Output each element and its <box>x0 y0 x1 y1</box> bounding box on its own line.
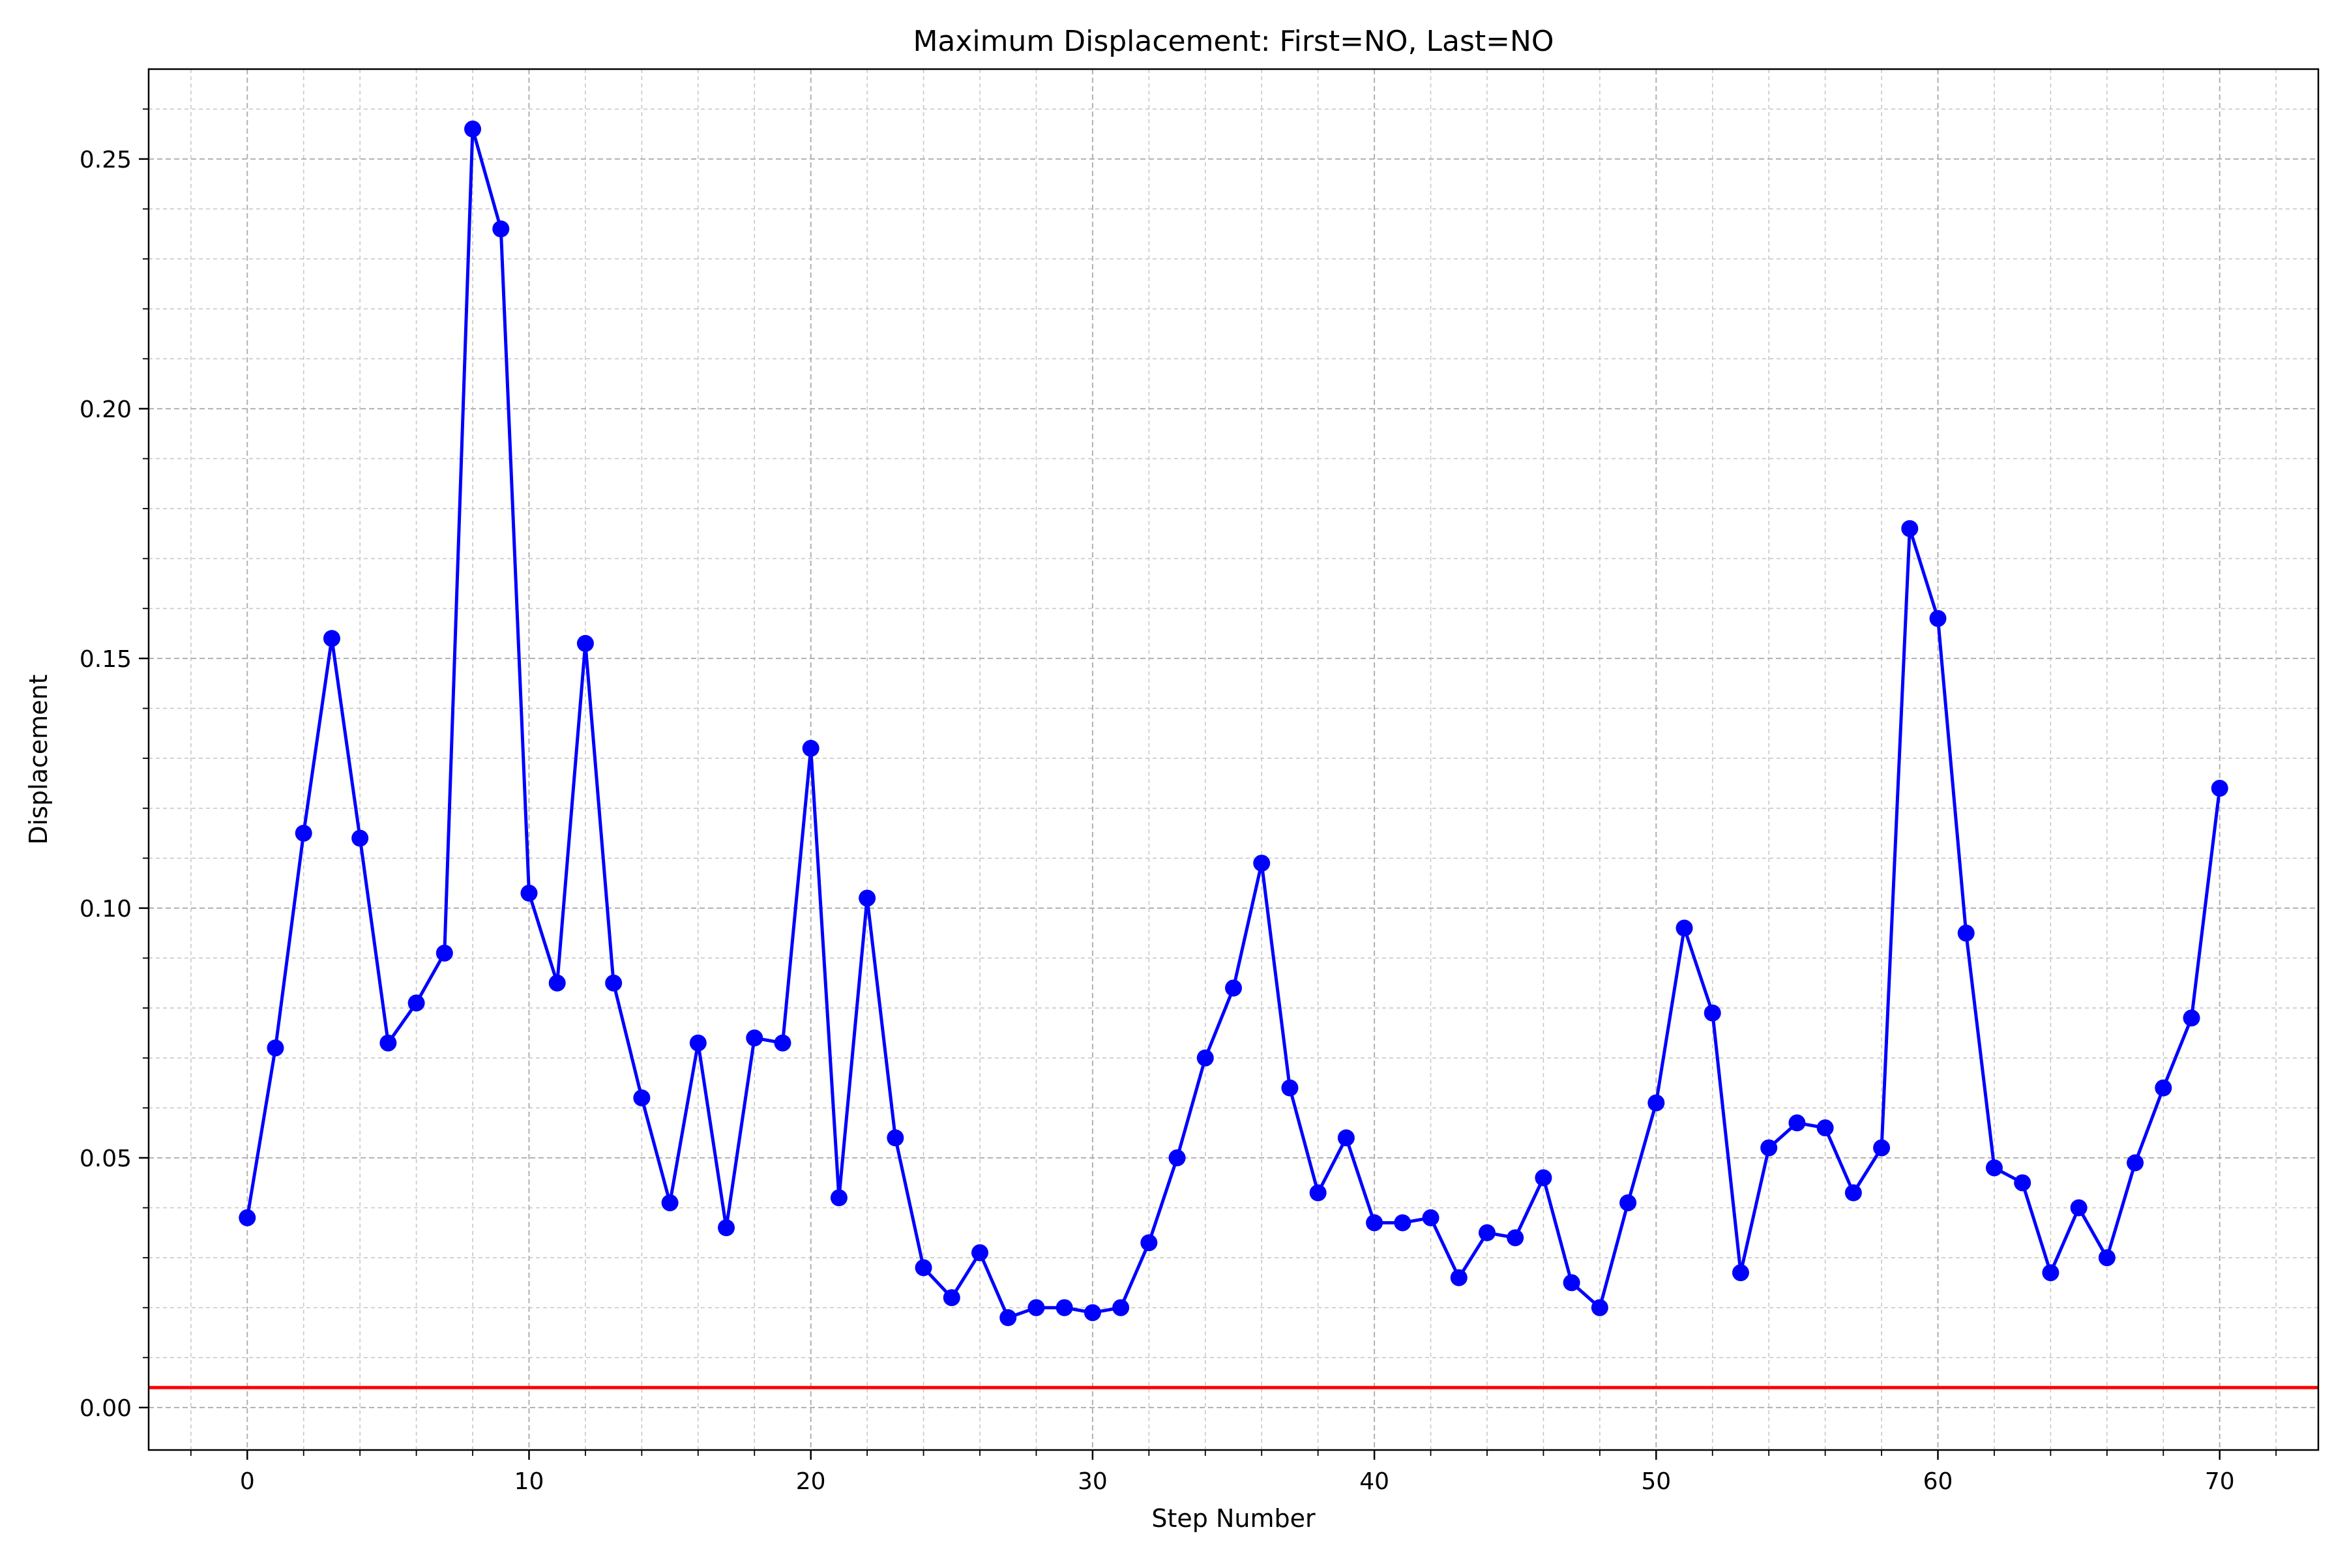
data-point <box>774 1034 791 1052</box>
y-tick-label: 0.15 <box>80 646 132 673</box>
data-point <box>1055 1299 1073 1316</box>
data-point <box>464 120 482 138</box>
data-point <box>1957 925 1975 942</box>
y-axis-ticks: 0.00 0.05 0.10 0.15 0.20 0.25 <box>80 108 149 1422</box>
data-point <box>520 884 538 902</box>
data-point <box>2070 1199 2088 1217</box>
plot-area-frame <box>147 68 2320 1451</box>
data-point <box>802 739 819 757</box>
data-point <box>1873 1139 1891 1157</box>
data-point <box>379 1034 397 1052</box>
data-point <box>239 1209 256 1226</box>
data-point <box>1704 1004 1721 1022</box>
data-point <box>915 1259 932 1277</box>
data-point <box>2098 1249 2116 1267</box>
data-point <box>1788 1114 1806 1132</box>
data-point <box>576 634 594 652</box>
data-point <box>1760 1139 1778 1157</box>
data-point <box>2183 1009 2200 1027</box>
y-tick-label: 0.05 <box>80 1146 132 1172</box>
data-point <box>859 889 876 907</box>
data-point <box>1901 520 1919 537</box>
y-tick-label: 0.00 <box>80 1395 132 1422</box>
series-layer <box>239 120 2228 1327</box>
data-point <box>2014 1174 2031 1192</box>
data-point <box>971 1244 989 1262</box>
data-point <box>1168 1149 1186 1166</box>
data-point <box>2155 1079 2172 1097</box>
data-point <box>605 974 623 992</box>
data-point <box>999 1309 1017 1327</box>
data-point <box>1478 1224 1496 1241</box>
data-point <box>1675 919 1693 937</box>
x-tick-label: 0 <box>240 1468 255 1495</box>
data-point <box>830 1189 848 1207</box>
data-point <box>492 220 510 238</box>
x-tick-label: 40 <box>1359 1468 1389 1495</box>
y-tick-label: 0.25 <box>80 147 132 173</box>
data-point <box>1309 1184 1327 1202</box>
data-point <box>689 1034 707 1052</box>
data-point <box>2211 780 2228 797</box>
major-gridlines <box>149 69 2318 1450</box>
data-point <box>633 1089 651 1106</box>
data-point <box>887 1129 904 1147</box>
x-axis-ticks: 0 10 20 30 40 50 60 70 <box>190 1450 2277 1495</box>
data-point <box>1027 1299 1045 1316</box>
data-point <box>435 944 453 962</box>
data-point <box>943 1289 960 1307</box>
data-point <box>746 1029 763 1047</box>
data-point <box>1337 1129 1355 1147</box>
data-point <box>1732 1264 1749 1282</box>
data-point <box>1366 1214 1383 1232</box>
data-point <box>1225 979 1242 997</box>
x-tick-label: 10 <box>514 1468 544 1495</box>
data-point <box>1281 1079 1299 1097</box>
minor-gridlines <box>149 69 2318 1450</box>
data-point <box>1140 1234 1158 1252</box>
data-point <box>1985 1159 2003 1177</box>
data-point <box>1591 1299 1608 1316</box>
x-tick-label: 20 <box>796 1468 826 1495</box>
data-point <box>548 974 566 992</box>
data-point <box>718 1219 735 1237</box>
data-point <box>2042 1264 2059 1282</box>
data-point <box>661 1194 679 1211</box>
x-axis-label: Step Number <box>1151 1504 1316 1533</box>
data-point <box>295 824 312 842</box>
data-point <box>1647 1094 1665 1112</box>
x-tick-label: 70 <box>2205 1468 2235 1495</box>
y-tick-label: 0.20 <box>80 396 132 423</box>
y-axis-label: Displacement <box>24 674 53 844</box>
data-point <box>1112 1299 1130 1316</box>
data-point <box>1394 1214 1411 1232</box>
data-point <box>323 630 340 647</box>
chart-title: Maximum Displacement: First=NO, Last=NO <box>913 25 1554 58</box>
data-point <box>267 1039 284 1057</box>
data-point <box>1196 1049 1214 1067</box>
data-point <box>2127 1154 2144 1172</box>
data-point <box>351 829 369 847</box>
x-tick-label: 50 <box>1641 1468 1671 1495</box>
data-point <box>407 994 425 1012</box>
y-tick-label: 0.10 <box>80 896 132 923</box>
data-point <box>1535 1169 1552 1187</box>
data-point <box>1507 1229 1524 1247</box>
data-point <box>1929 610 1947 627</box>
data-point <box>1619 1194 1637 1211</box>
data-point <box>1253 854 1271 872</box>
data-point <box>1084 1304 1101 1322</box>
data-point <box>1816 1119 1834 1136</box>
data-point <box>1844 1184 1862 1202</box>
data-point <box>1563 1274 1580 1292</box>
data-point <box>1450 1269 1468 1286</box>
x-tick-label: 60 <box>1923 1468 1953 1495</box>
data-point <box>1422 1209 1439 1226</box>
x-tick-label: 30 <box>1078 1468 1108 1495</box>
